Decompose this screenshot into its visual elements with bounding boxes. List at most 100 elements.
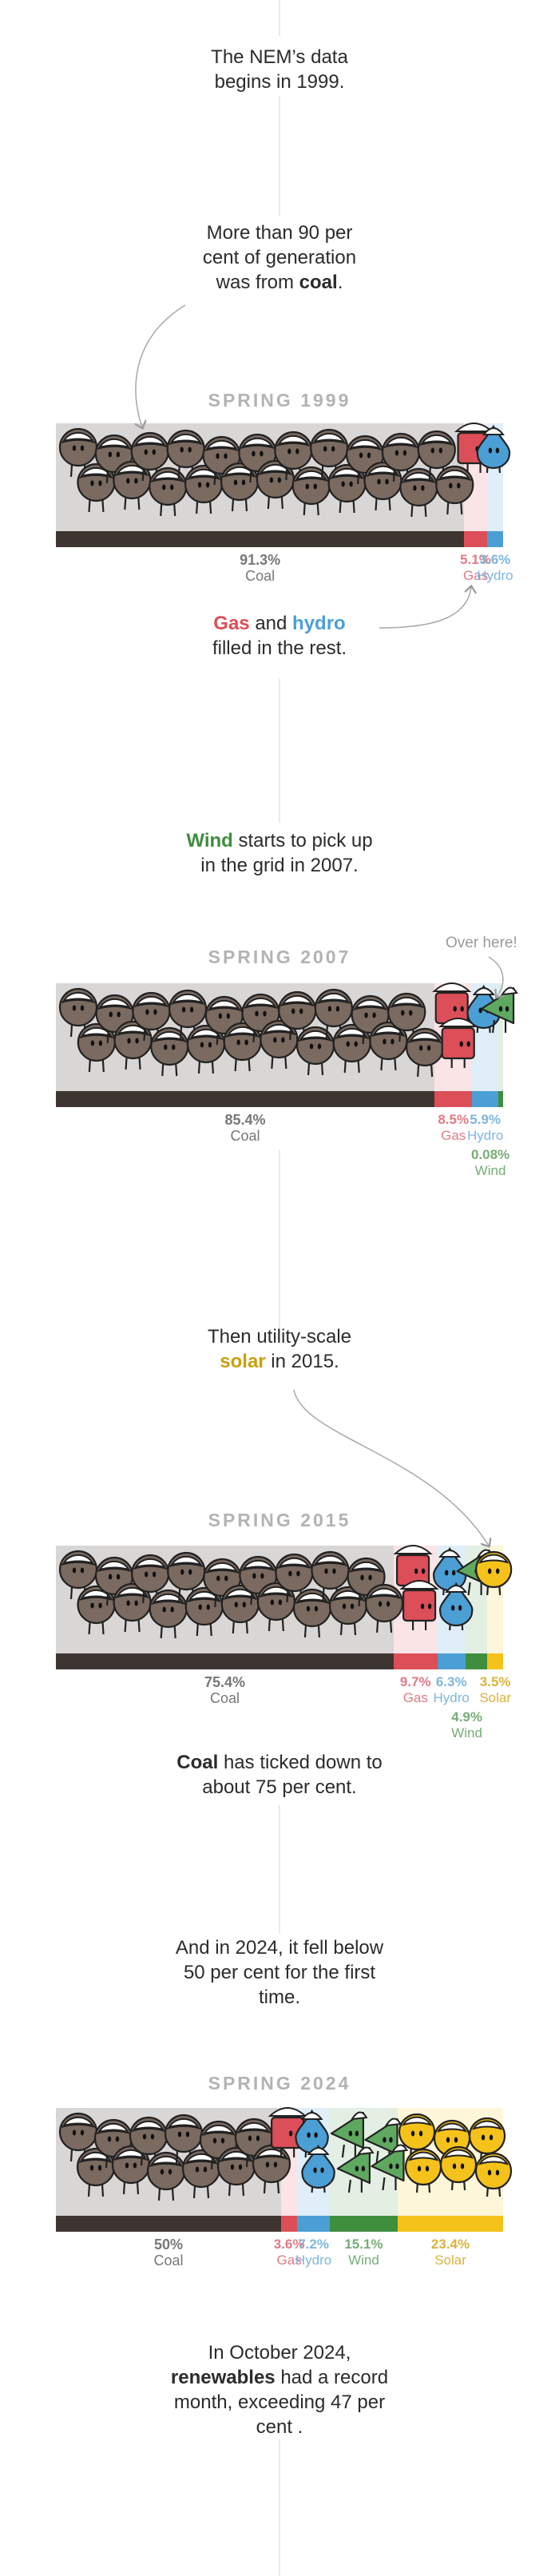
wind-share-bar xyxy=(498,1091,503,1107)
hydro-label: 3.6% Hydro xyxy=(463,552,527,584)
wind-background-zone xyxy=(498,983,503,1091)
coal-character xyxy=(150,1026,189,1077)
hydro-character xyxy=(301,2144,335,2193)
coal-character xyxy=(186,1024,226,1074)
coal-character xyxy=(399,467,438,518)
solar-percent: 3.5% xyxy=(479,1674,511,1689)
coal-down-note: Coal has ticked down to about 75 per cen… xyxy=(176,1752,383,1798)
coal-note: More than 90 per cent of generation was … xyxy=(202,222,357,293)
hydro-percent: 3.6% xyxy=(479,552,511,567)
coal-character xyxy=(129,2116,168,2166)
gas-share-bar xyxy=(394,1653,438,1669)
hydro-name: Hydro xyxy=(295,2253,332,2268)
hydro-character xyxy=(439,1582,474,1631)
gas-label: 3.6% Gas xyxy=(257,2237,321,2268)
solar-character xyxy=(468,2117,506,2162)
coal-character xyxy=(166,429,205,479)
wind-label: 4.9% Wind xyxy=(435,1709,499,1741)
wind-name: Wind xyxy=(451,1725,482,1740)
coal-character xyxy=(95,994,134,1044)
coal-character xyxy=(238,433,277,483)
coal-character xyxy=(58,987,98,1038)
gas-character xyxy=(432,982,472,1033)
wind-percent: 0.08% xyxy=(470,1147,510,1162)
coal-character xyxy=(351,994,390,1045)
timeline-line xyxy=(279,1150,280,1342)
wind-character xyxy=(364,2118,402,2165)
coal-character xyxy=(131,1554,170,1604)
coal-character xyxy=(130,431,169,482)
coal-character xyxy=(94,434,133,484)
coal-character xyxy=(295,1026,335,1076)
hydro-percent: 5.9% xyxy=(470,1112,502,1127)
gas-label: 8.5% Gas xyxy=(422,1112,486,1144)
final-note: In October 2024, renewables had a record… xyxy=(160,2340,399,2439)
hydro-name: Hydro xyxy=(466,1128,504,1143)
coal-character xyxy=(184,464,224,514)
wind-character xyxy=(371,2144,409,2191)
chart-2007: 85.4% Coal 8.5% Gas 5.9% Hydro 0.08% Wind xyxy=(56,947,518,1187)
timeline-line xyxy=(279,679,280,823)
coal-character xyxy=(252,2144,291,2194)
coal-character xyxy=(291,466,331,516)
solar-character xyxy=(439,2145,478,2191)
coal-character xyxy=(149,466,188,517)
coal-character xyxy=(275,1553,314,1603)
season-title-1999: SPRING 1999 xyxy=(208,390,351,411)
coal-character xyxy=(204,995,244,1046)
hydro-name: Hydro xyxy=(477,568,513,583)
coal-share-bar xyxy=(56,1653,394,1669)
coal-character xyxy=(435,465,474,515)
over-here-annotation: Over here! xyxy=(446,935,517,951)
gas-name: Gas xyxy=(441,1128,466,1143)
coal-name: Coal xyxy=(210,1690,240,1706)
gas-percent: 3.6% xyxy=(273,2237,305,2252)
coal-character xyxy=(184,1586,224,1637)
coal-character xyxy=(77,1585,116,1635)
wind-word: Wind xyxy=(186,830,233,851)
solar-label: 23.4% Solar xyxy=(418,2237,482,2268)
solar-share-bar xyxy=(398,2216,503,2232)
coal-character xyxy=(241,993,280,1043)
wind-name: Wind xyxy=(348,2253,379,2268)
coal-percent: 50% xyxy=(153,2237,183,2253)
coal-label: 50% Coal xyxy=(137,2237,200,2268)
coal-label: 91.3% Coal xyxy=(228,552,292,584)
gas-share-bar xyxy=(280,2216,298,2232)
coal-name: Coal xyxy=(245,568,276,584)
coal-character xyxy=(311,1550,350,1601)
coal-character xyxy=(310,428,349,478)
gas-character xyxy=(438,1018,478,1068)
coal-label: 75.4% Coal xyxy=(193,1674,257,1706)
characters-layer xyxy=(58,1545,513,1639)
solar-character xyxy=(398,2113,436,2158)
timeline-line xyxy=(279,1805,280,1933)
gas-name: Gas xyxy=(402,1690,428,1705)
gas-word: Gas xyxy=(213,613,250,634)
solar-label: 3.5% Solar xyxy=(463,1674,527,1706)
coal-percent: 91.3% xyxy=(240,552,281,568)
coal-label: 85.4% Coal xyxy=(213,1112,277,1144)
wind-name: Wind xyxy=(474,1163,506,1178)
coal-character xyxy=(363,461,402,511)
hydro-percent: 6.3% xyxy=(435,1674,467,1689)
characters-layer xyxy=(58,982,518,1078)
gas-name: Gas xyxy=(276,2253,302,2268)
coal-character xyxy=(260,1019,299,1070)
solar-character xyxy=(474,2152,513,2197)
solar-name: Solar xyxy=(479,1690,512,1705)
hydro-label: 5.9% Hydro xyxy=(454,1112,517,1144)
gas-hydro-note: Gas and hydro filled in the rest. xyxy=(212,613,347,659)
coal-character xyxy=(256,1582,295,1632)
coal-character xyxy=(216,2146,256,2197)
solar-note: Then utility-scale solar in 2015. xyxy=(207,1326,352,1372)
wind-label: 15.1% Wind xyxy=(331,2237,395,2268)
hydro-label: 7.2% Hydro xyxy=(282,2237,346,2268)
solar-share-bar xyxy=(487,1653,503,1669)
wind-share-bar xyxy=(329,2216,398,2232)
coal-character xyxy=(203,1558,242,1608)
coal-character xyxy=(111,2145,151,2195)
wind-note: Wind starts to pick up in the grid in 20… xyxy=(186,830,373,876)
coal-percent: 75.4% xyxy=(204,1674,246,1690)
chart-2015: 75.4% Coal 9.7% Gas 6.3% Hydro 4.9% Wind 3.5% Sol… xyxy=(56,1510,513,1749)
